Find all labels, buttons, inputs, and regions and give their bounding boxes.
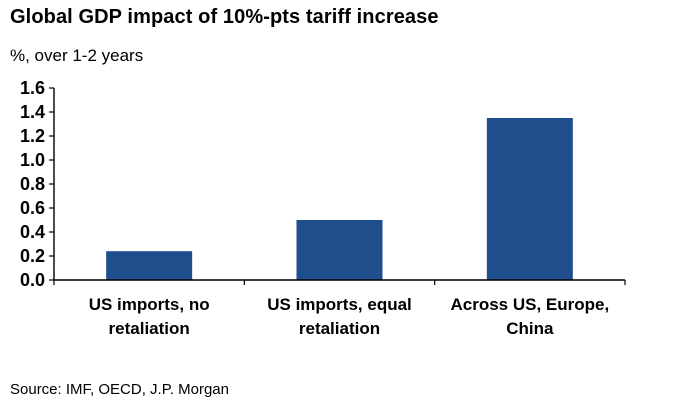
axes: [49, 87, 626, 285]
chart-source: Source: IMF, OECD, J.P. Morgan: [10, 381, 229, 398]
y-tick-label: 0.6: [20, 198, 45, 218]
bars: [106, 118, 573, 280]
bar: [106, 251, 193, 280]
y-tick-label: 1.6: [20, 78, 45, 98]
chart-subtitle: %, over 1-2 years: [10, 46, 144, 65]
y-tick-label: 0.8: [20, 174, 45, 194]
y-tick-label: 0.4: [20, 222, 45, 242]
x-axis-labels: US imports, no retaliation US imports, equ…: [89, 295, 609, 338]
x-tick-label: Across US, Europe, China: [450, 295, 609, 338]
chart-title: Global GDP impact of 10%-pts tariff incr…: [10, 6, 439, 28]
x-tick-label: US imports, equal retaliation: [267, 295, 412, 338]
y-tick-label: 1.2: [20, 126, 45, 146]
x-tick-label: US imports, no retaliation: [89, 295, 210, 338]
y-tick-label: 0.0: [20, 270, 45, 290]
y-tick-label: 0.2: [20, 246, 45, 266]
bar: [486, 118, 573, 280]
y-axis-ticks: 0.0 0.2 0.4 0.6 0.8 1.0 1.2 1.4 1.6: [20, 78, 45, 290]
y-tick-label: 1.0: [20, 150, 45, 170]
y-tick-label: 1.4: [20, 102, 45, 122]
bar: [296, 220, 383, 280]
